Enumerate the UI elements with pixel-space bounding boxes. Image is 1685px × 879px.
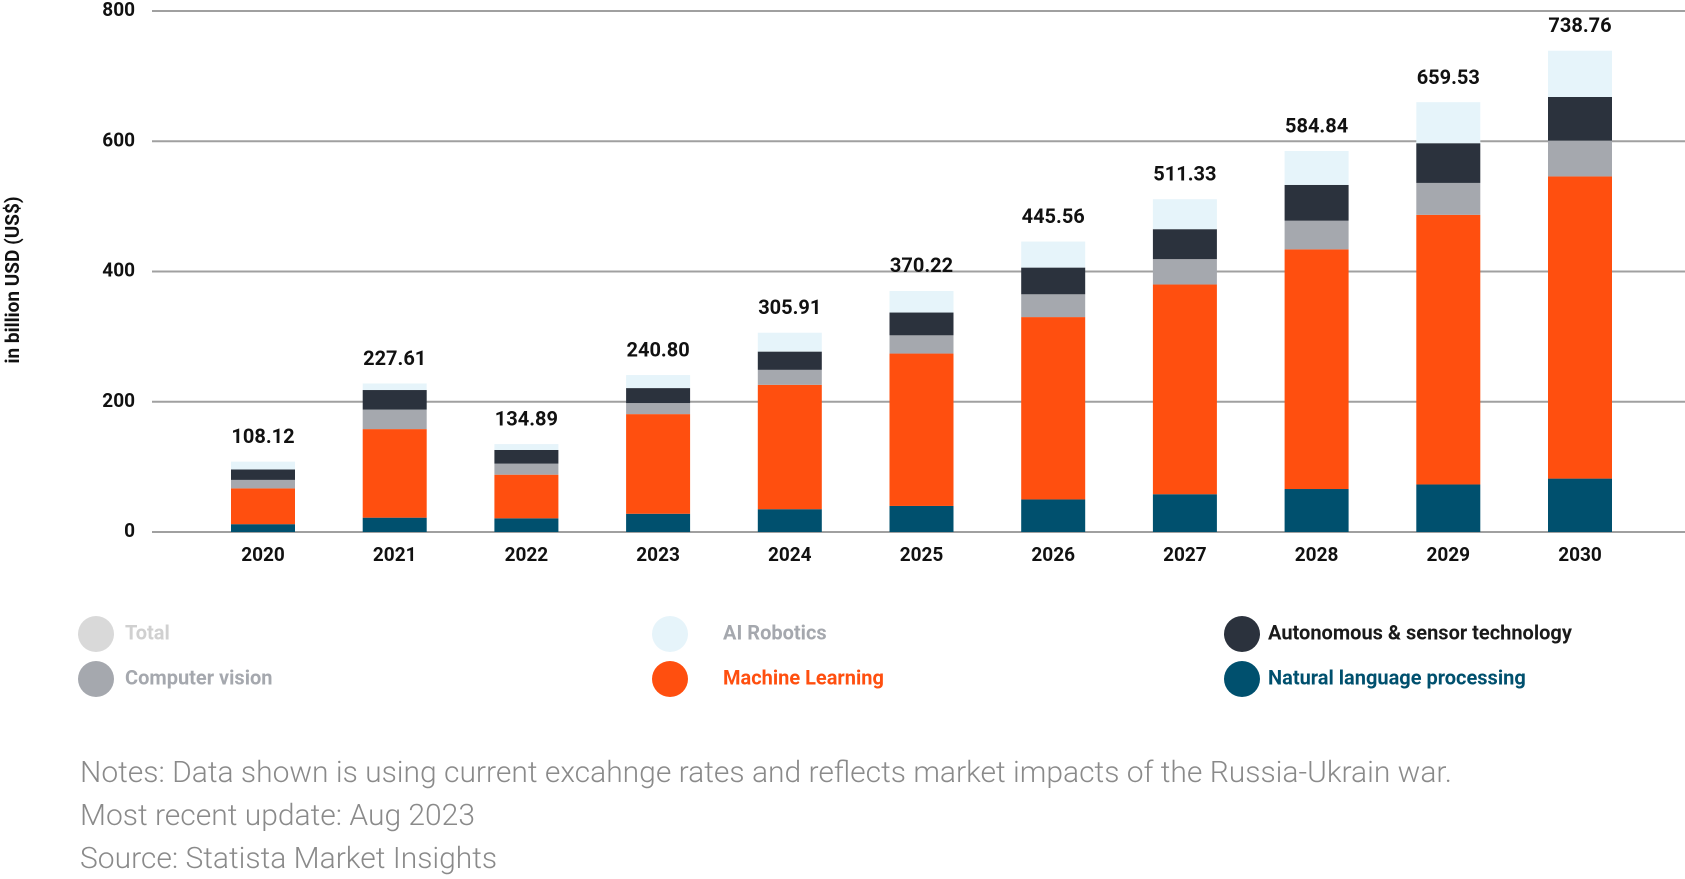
bar-segment bbox=[757, 351, 822, 370]
bar-segment bbox=[1284, 184, 1349, 221]
legend-label: Autonomous & sensor technology bbox=[1268, 620, 1573, 644]
bar-segment bbox=[1416, 143, 1481, 183]
bar-segment bbox=[1021, 317, 1086, 500]
y-tick-label: 400 bbox=[102, 259, 135, 282]
x-tick-label: 2026 bbox=[1031, 543, 1075, 566]
bar-segment bbox=[626, 513, 691, 532]
legend-swatch bbox=[78, 661, 114, 697]
x-tick-label: 2027 bbox=[1163, 543, 1207, 566]
total-label: 659.53 bbox=[1417, 65, 1480, 89]
total-label: 240.80 bbox=[627, 337, 690, 361]
bar-segment bbox=[494, 463, 559, 475]
bar-segment bbox=[1548, 50, 1612, 97]
legend-swatch bbox=[652, 616, 688, 652]
y-tick-label: 800 bbox=[102, 0, 135, 21]
bar-segment bbox=[1152, 284, 1217, 495]
bar-segment bbox=[1416, 102, 1481, 144]
note: Source: Statista Market Insights bbox=[80, 841, 497, 876]
y-tick-label: 200 bbox=[102, 389, 135, 412]
bar-segment bbox=[1152, 259, 1217, 285]
bar-segment bbox=[1284, 489, 1349, 532]
total-label: 227.61 bbox=[363, 346, 426, 370]
bar-segment bbox=[1416, 182, 1481, 215]
bar-segment bbox=[1284, 249, 1349, 490]
bar-segment bbox=[889, 312, 954, 336]
y-axis-label: in billion USD (US$) bbox=[1, 196, 24, 363]
bar-segment bbox=[1548, 140, 1612, 177]
bar-segment bbox=[1284, 220, 1349, 250]
bar-segment bbox=[494, 444, 559, 450]
total-label: 511.33 bbox=[1153, 161, 1216, 185]
legend-label: AI Robotics bbox=[723, 620, 827, 644]
bar-segment bbox=[1021, 294, 1086, 318]
bar-segment bbox=[362, 517, 427, 532]
bar-segment bbox=[1152, 199, 1217, 230]
bar-segment bbox=[231, 461, 295, 470]
note: Most recent update: Aug 2023 bbox=[80, 798, 475, 833]
bar-segment bbox=[626, 403, 691, 415]
legend-swatch bbox=[652, 661, 688, 697]
x-tick-label: 2029 bbox=[1426, 543, 1470, 566]
bar-segment bbox=[362, 429, 427, 518]
bar-segment bbox=[494, 474, 559, 519]
total-label: 445.56 bbox=[1022, 204, 1085, 228]
bar-segment bbox=[1152, 494, 1217, 532]
bar-segment bbox=[494, 449, 559, 464]
bar-segment bbox=[1284, 151, 1349, 185]
bar-segment bbox=[757, 384, 822, 510]
bar-segment bbox=[1021, 267, 1086, 295]
bar-segment bbox=[494, 518, 559, 532]
legend-swatch bbox=[78, 616, 114, 652]
x-tick-label: 2021 bbox=[373, 543, 417, 566]
x-tick-label: 2020 bbox=[241, 543, 285, 566]
y-tick-label: 0 bbox=[124, 519, 135, 542]
bar-segment bbox=[889, 291, 954, 313]
x-tick-label: 2025 bbox=[900, 543, 944, 566]
bar-segment bbox=[889, 335, 954, 354]
bar-segment bbox=[231, 469, 295, 480]
bar-segment bbox=[231, 524, 295, 532]
bar-segment bbox=[757, 332, 822, 352]
bar-segment bbox=[626, 414, 691, 514]
bar-segment bbox=[1416, 484, 1481, 532]
bar-segment bbox=[1416, 214, 1481, 485]
bar-segment bbox=[1021, 499, 1086, 532]
bar-segment bbox=[1548, 176, 1612, 479]
bar-segment bbox=[1021, 241, 1086, 268]
legend-swatch bbox=[1224, 616, 1260, 652]
bar-segment bbox=[1548, 96, 1612, 141]
legend-label: Natural language processing bbox=[1268, 665, 1526, 689]
x-tick-label: 2030 bbox=[1558, 543, 1602, 566]
bar-segment bbox=[1548, 478, 1612, 532]
x-tick-label: 2023 bbox=[636, 543, 680, 566]
total-label: 305.91 bbox=[758, 295, 821, 319]
bar-segment bbox=[626, 375, 691, 389]
y-tick-label: 600 bbox=[102, 128, 135, 151]
total-label: 584.84 bbox=[1285, 113, 1348, 137]
legend-label: Computer vision bbox=[125, 665, 273, 689]
bar-segment bbox=[362, 390, 427, 410]
total-label: 370.22 bbox=[890, 253, 953, 277]
bar-segment bbox=[362, 409, 427, 430]
total-label: 108.12 bbox=[231, 424, 294, 448]
total-label: 738.76 bbox=[1548, 13, 1611, 37]
legend-swatch bbox=[1224, 661, 1260, 697]
bar-segment bbox=[231, 479, 295, 489]
x-tick-label: 2022 bbox=[505, 543, 549, 566]
x-tick-label: 2028 bbox=[1295, 543, 1339, 566]
bar-segment bbox=[1152, 229, 1217, 260]
note: Notes: Data shown is using current excah… bbox=[80, 755, 1452, 790]
total-label: 134.89 bbox=[495, 406, 558, 430]
bar-segment bbox=[889, 353, 954, 506]
bar-segment bbox=[362, 383, 427, 391]
x-tick-label: 2024 bbox=[768, 543, 812, 566]
bar-segment bbox=[231, 488, 295, 525]
bar-segment bbox=[757, 509, 822, 532]
legend-label: Total bbox=[125, 620, 170, 644]
bar-segment bbox=[757, 369, 822, 385]
bar-segment bbox=[626, 388, 691, 404]
legend-label: Machine Learning bbox=[723, 665, 884, 689]
bar-segment bbox=[889, 505, 954, 532]
